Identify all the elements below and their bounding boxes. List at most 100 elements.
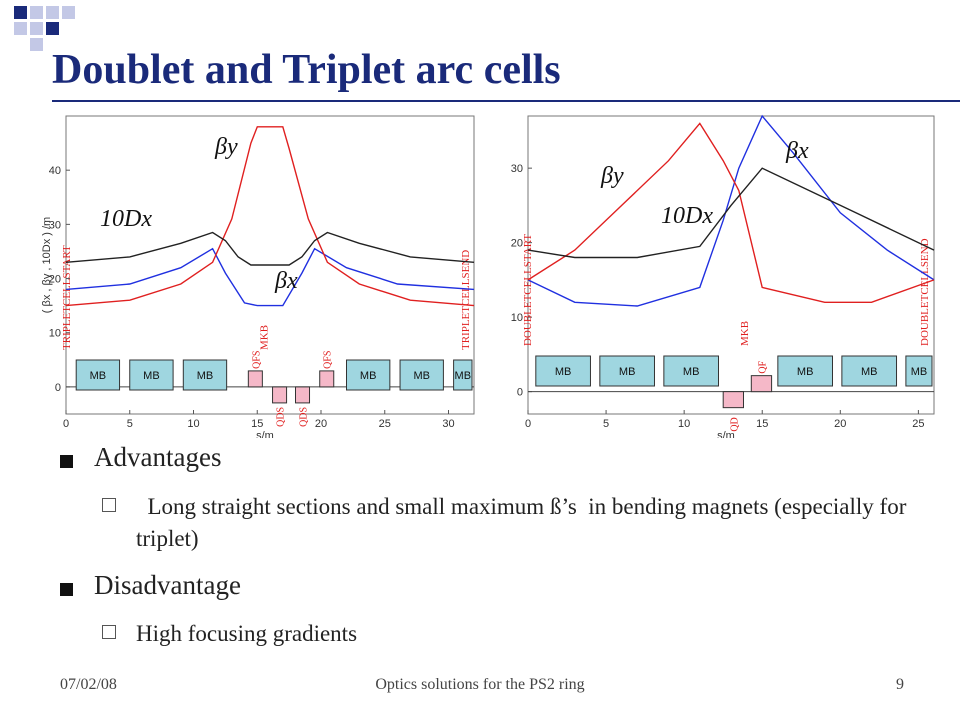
- footer-title: Optics solutions for the PS2 ring: [375, 676, 585, 693]
- quadrupole-label: QF: [757, 360, 768, 373]
- dipole-label: MB: [619, 366, 636, 378]
- dipole-magnet: [129, 359, 174, 391]
- beta-y-label: βy: [214, 134, 238, 160]
- lattice-marker-label: TRIPLETCELLSTART: [61, 245, 73, 350]
- footer-date: 07/02/08: [60, 676, 117, 693]
- corner-square-light: [14, 22, 27, 35]
- dipole-label: MB: [197, 370, 214, 382]
- slide-title: Doublet and Triplet arc cells: [52, 47, 561, 93]
- lattice-marker-label: DOUBLETCELLSEND: [919, 238, 931, 346]
- y-tick-label: 30: [511, 163, 523, 175]
- dipole-magnet: [905, 355, 933, 387]
- dipole-magnet: [777, 355, 834, 387]
- footer-page-number: 9: [896, 676, 904, 693]
- quadrupole-label: QFS: [323, 351, 334, 369]
- corner-square-light: [46, 6, 59, 19]
- title-divider: [52, 100, 960, 102]
- y-tick-label: 0: [517, 387, 523, 399]
- bullet-label: Advantages: [94, 442, 222, 472]
- sub-bullet-box-icon: [102, 625, 116, 639]
- dipole-label: MB: [911, 366, 928, 378]
- doublet-cell-plot: 0 5 10 15 20 25 0 10 20 30 s/m DOUBLETCELLSTART MKB D…: [511, 114, 935, 438]
- y-tick-label: 10: [511, 312, 523, 324]
- dispersion-label: 10Dx: [100, 206, 152, 232]
- sub-bullet-text: High focusing gradients: [136, 621, 358, 646]
- series-line-beta-y: [65, 126, 475, 307]
- series-line-dispersion: [527, 167, 935, 259]
- corner-square-light: [30, 22, 43, 35]
- quadrupole-magnet: [272, 386, 288, 404]
- dipole-magnet: [346, 359, 391, 391]
- bullet-square-icon: [60, 455, 73, 468]
- x-tick-label: 10: [678, 418, 690, 430]
- triplet-cell-plot: 0 5 10 15 20 25 30 0 10 20 30 40 s/m ( βx , βy , 10Dx…: [41, 115, 475, 438]
- x-tick-label: 15: [756, 418, 768, 430]
- corner-square-light: [62, 6, 75, 19]
- dipole-magnet: [841, 355, 898, 387]
- quadrupole-magnet: [295, 386, 311, 404]
- beta-x-label: βx: [274, 268, 298, 294]
- sub-bullet-box-icon: [102, 498, 116, 512]
- x-tick-label: 5: [603, 418, 609, 430]
- dispersion-label: 10Dx: [661, 203, 713, 229]
- x-tick-label: 20: [834, 418, 846, 430]
- x-tick-label: 10: [187, 418, 199, 430]
- quadrupole-label: QD: [729, 417, 740, 431]
- dipole-label: MB: [413, 370, 430, 382]
- x-tick-label: 15: [251, 418, 263, 430]
- x-tick-label: 0: [525, 418, 531, 430]
- lattice-marker-label: MKB: [739, 321, 751, 346]
- dipole-label: MB: [455, 370, 472, 382]
- quadrupole-magnet: [247, 370, 263, 388]
- quadrupole-magnet: [722, 391, 744, 409]
- series-line-dispersion: [65, 231, 475, 266]
- x-tick-label: 25: [912, 418, 924, 430]
- x-tick-label: 30: [442, 418, 454, 430]
- dipole-magnet: [453, 359, 473, 391]
- series-line-beta-x: [527, 114, 935, 307]
- dipole-magnet: [182, 359, 228, 391]
- y-axis-label: ( βx , βy , 10Dx ) /m: [41, 217, 53, 313]
- sub-bullet-text: Long straight sections and small maximum…: [136, 494, 913, 551]
- dipole-magnet: [535, 355, 591, 387]
- series-line-beta-x: [65, 247, 475, 307]
- x-tick-label: 25: [379, 418, 391, 430]
- y-tick-label: 30: [49, 219, 61, 231]
- x-axis-label: s/m: [717, 430, 735, 438]
- quadrupole-magnet: [750, 375, 773, 393]
- dipole-magnet: [75, 359, 121, 391]
- series-line-beta-y: [527, 122, 935, 303]
- y-tick-label: 10: [49, 328, 61, 340]
- quadrupole-label: QDS: [299, 407, 310, 427]
- dipole-label: MB: [797, 366, 814, 378]
- bullet-label: Disadvantage: [94, 570, 241, 600]
- dipole-label: MB: [861, 366, 878, 378]
- dipole-label: MB: [143, 370, 160, 382]
- quadrupole-label: QDS: [276, 407, 287, 427]
- y-tick-label: 20: [511, 238, 523, 250]
- lattice-marker-label: MKB: [258, 325, 270, 350]
- lattice-marker-label: TRIPLETCELLSEND: [460, 250, 472, 350]
- corner-square-dark: [14, 6, 27, 19]
- quadrupole-label: QFS: [251, 351, 262, 369]
- y-tick-label: 0: [55, 382, 61, 394]
- y-tick-label: 40: [49, 165, 61, 177]
- beta-y-label: βy: [600, 163, 624, 189]
- lattice-marker-label: DOUBLETCELLSTART: [522, 234, 534, 346]
- beta-x-label: βx: [785, 138, 809, 164]
- quadrupole-magnet: [319, 370, 335, 388]
- dipole-label: MB: [683, 366, 700, 378]
- x-tick-label: 0: [63, 418, 69, 430]
- dipole-label: MB: [90, 370, 107, 382]
- x-tick-label: 20: [315, 418, 327, 430]
- x-tick-label: 5: [127, 418, 133, 430]
- corner-square-light: [30, 6, 43, 19]
- dipole-label: MB: [360, 370, 377, 382]
- dipole-label: MB: [555, 366, 572, 378]
- dipole-magnet: [663, 355, 720, 387]
- bullet-square-icon: [60, 583, 73, 596]
- x-axis-label: s/m: [256, 430, 274, 438]
- corner-square-light: [30, 38, 43, 51]
- y-tick-label: 20: [49, 274, 61, 286]
- corner-square-dark: [46, 22, 59, 35]
